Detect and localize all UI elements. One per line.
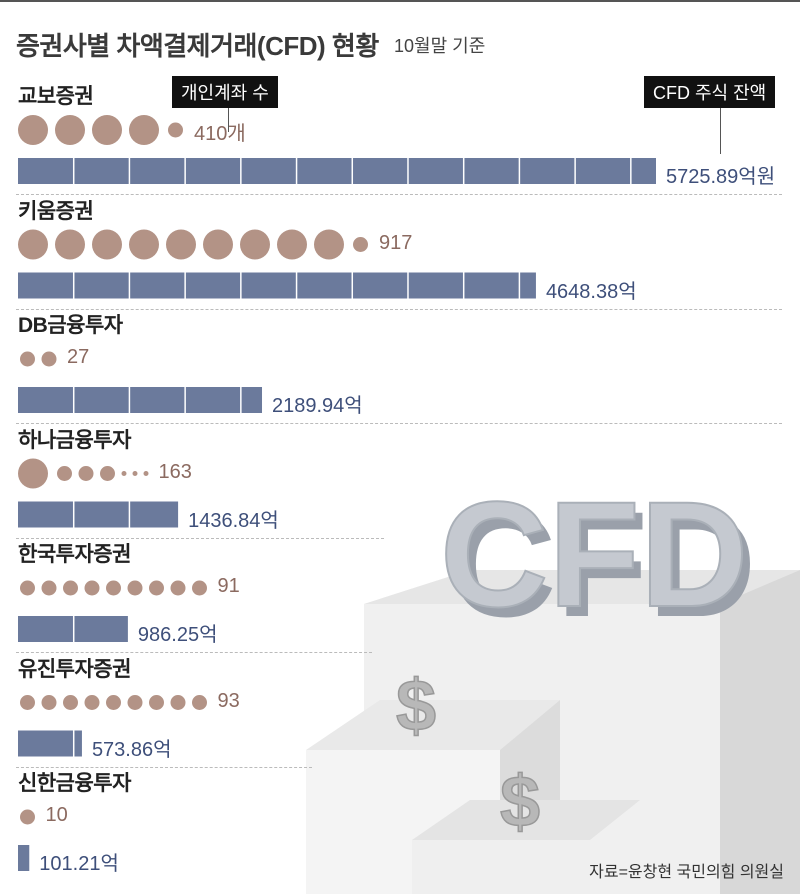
account-dot-100 xyxy=(129,115,159,145)
cfd-3d-letters: CFD xyxy=(440,470,748,638)
account-count-label-3: 27 xyxy=(67,346,90,368)
company-name-1: 교보증권 xyxy=(18,85,94,108)
balance-value-label-5: 986.25억 xyxy=(137,624,218,646)
account-dot-100 xyxy=(18,229,48,260)
balance-value-label-2: 4648.38억 xyxy=(545,280,637,303)
chart-title: 증권사별 차액결제거래(CFD) 현황 xyxy=(16,31,379,61)
account-dot-10 xyxy=(127,695,143,710)
account-dot-10 xyxy=(41,351,57,367)
account-dot-10 xyxy=(121,471,127,476)
account-count-label-1: 410개 xyxy=(194,123,246,145)
balance-value-label-3: 2189.94억 xyxy=(272,395,363,417)
account-dot-10 xyxy=(170,695,186,710)
account-dot-100 xyxy=(240,229,270,260)
dollar-sign-2: $ xyxy=(500,762,540,842)
account-dot-10 xyxy=(170,580,186,596)
account-dot-100 xyxy=(166,229,196,260)
accounts-tag-leader xyxy=(228,104,229,132)
company-name-6: 유진투자증권 xyxy=(18,657,131,681)
account-dot-10 xyxy=(127,580,143,596)
row-divider xyxy=(16,766,312,768)
account-dot-100 xyxy=(55,229,85,260)
top-rule xyxy=(0,0,800,2)
balance-bar-4 xyxy=(18,501,179,528)
account-dot-10 xyxy=(149,580,164,596)
balance-legend-tag: CFD 주식 잔액 xyxy=(644,76,776,108)
row-divider xyxy=(16,308,782,310)
company-name-3: DB금융투자 xyxy=(18,314,123,337)
balance-value-label-7: 101.21억 xyxy=(39,853,119,875)
balance-value-label-4: 1436.84억 xyxy=(188,509,279,532)
account-dot-100 xyxy=(129,229,159,260)
account-dot-10 xyxy=(20,351,35,367)
company-name-7: 신한금융투자 xyxy=(18,772,131,795)
dollar-sign-1: $ xyxy=(396,666,436,746)
account-count-label-5: 91 xyxy=(217,575,240,597)
company-name-2: 키움증권 xyxy=(18,199,94,223)
account-dot-100 xyxy=(18,458,48,489)
row-divider xyxy=(16,652,372,653)
low-step-front xyxy=(412,840,590,894)
source-note: 자료=윤창현 국민의힘 의원실 xyxy=(589,864,784,881)
account-dot-100 xyxy=(203,229,233,260)
accounts-legend-tag: 개인계좌 수 xyxy=(172,76,278,108)
cfd-3d-letters-shadow: CFD xyxy=(448,480,756,648)
account-dot-10 xyxy=(192,580,207,596)
account-dot-100 xyxy=(92,115,122,145)
account-count-label-6: 93 xyxy=(217,689,240,712)
account-dot-100 xyxy=(277,229,307,260)
chart-subtitle: 10월말 기준 xyxy=(394,36,486,56)
account-dot-10 xyxy=(106,580,121,596)
account-dot-10 xyxy=(41,580,57,596)
account-dot-10 xyxy=(20,695,35,710)
company-name-4: 하나금융투자 xyxy=(18,428,131,452)
account-dot-100 xyxy=(92,229,122,260)
account-dot-10 xyxy=(143,471,149,476)
balance-tag-leader xyxy=(720,104,721,154)
balance-bar-2 xyxy=(18,272,536,299)
row-divider xyxy=(16,537,384,539)
account-count-label-7: 10 xyxy=(45,804,68,826)
account-dot-10 xyxy=(84,580,100,596)
account-dot-100 xyxy=(55,115,85,145)
balance-bar-7 xyxy=(18,845,30,871)
account-dot-10 xyxy=(57,466,72,481)
account-dot-10 xyxy=(84,695,100,710)
account-count-label-4: 163 xyxy=(158,460,192,483)
account-dot-10 xyxy=(41,695,57,710)
account-dot-10 xyxy=(132,471,138,476)
row-divider xyxy=(16,194,782,195)
account-dot-10 xyxy=(168,122,183,138)
balance-bar-6 xyxy=(18,730,82,757)
low-step-top xyxy=(412,800,640,840)
account-count-label-2: 917 xyxy=(379,231,413,254)
balance-value-label-6: 573.86억 xyxy=(91,738,172,761)
account-dot-100 xyxy=(314,229,344,260)
balance-value-label-1: 5725.89억원 xyxy=(666,166,776,188)
company-name-5: 한국투자증권 xyxy=(18,543,131,566)
pedestal-side-face xyxy=(720,570,800,894)
balance-bar-3 xyxy=(18,387,263,413)
account-dot-10 xyxy=(353,237,368,252)
balance-bar-1 xyxy=(18,158,656,184)
account-dot-10 xyxy=(78,466,94,481)
account-dot-10 xyxy=(63,580,78,596)
balance-bar-5 xyxy=(18,616,128,642)
account-dot-10 xyxy=(192,695,207,710)
account-dot-10 xyxy=(100,466,115,481)
account-dot-10 xyxy=(149,695,164,710)
mid-step-top xyxy=(306,700,560,750)
account-dot-100 xyxy=(18,115,48,145)
account-dot-10 xyxy=(63,695,78,710)
account-dot-10 xyxy=(20,809,35,825)
account-dot-10 xyxy=(106,695,121,710)
account-dot-10 xyxy=(20,580,35,596)
pedestal-top-face xyxy=(364,570,800,604)
row-divider xyxy=(16,423,782,424)
